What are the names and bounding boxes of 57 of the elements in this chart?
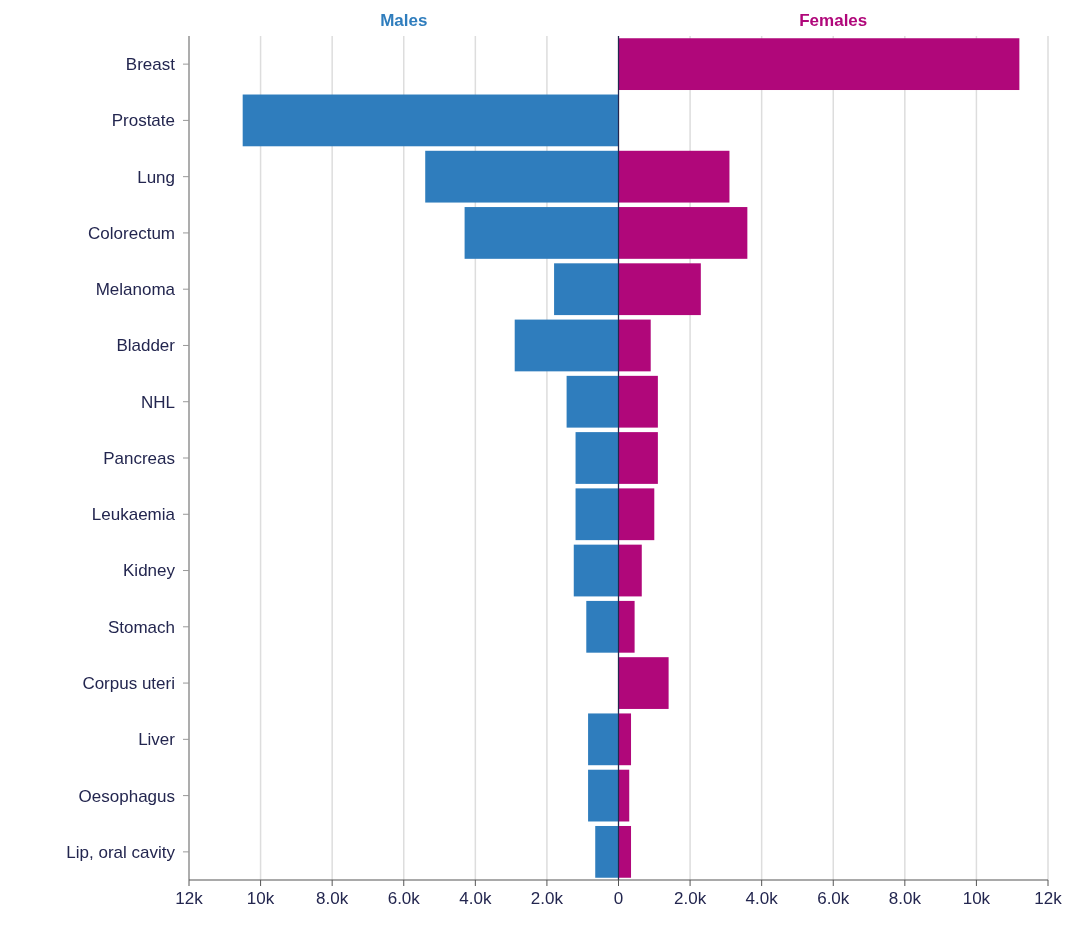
y-tick-label: Melanoma [95, 280, 176, 300]
y-tick-label: Liver [138, 730, 176, 750]
x-tick-label: 2.0k [674, 889, 707, 908]
x-tick-label: 12k [175, 889, 204, 908]
x-tick-label: 10k [246, 889, 275, 908]
y-tick-label: Corpus uteri [82, 674, 175, 694]
y-tick-label: Breast [125, 55, 176, 75]
bar [573, 544, 619, 597]
bar [575, 432, 619, 484]
y-tick-label: Lung [137, 167, 175, 187]
x-tick-label: 6.0k [817, 889, 850, 908]
bar [425, 150, 619, 203]
x-tick-label: 4.0k [459, 889, 492, 908]
y-tick-label: Pancreas [103, 448, 175, 468]
y-tick-label: Leukaemia [91, 505, 176, 525]
x-tick-label: 4.0k [745, 889, 779, 908]
bar [618, 713, 632, 766]
x-tick-label: 6.0k [387, 889, 421, 908]
bar [586, 600, 619, 653]
y-tick-label: NHL [140, 392, 175, 412]
bar [618, 38, 1020, 91]
bar [618, 769, 630, 822]
x-tick-label: 10k [962, 889, 991, 908]
x-tick-label: 8.0k [316, 889, 349, 908]
bar [618, 432, 658, 484]
bar [618, 825, 632, 878]
x-tick-label: 12k [1034, 889, 1063, 908]
bar [595, 825, 619, 878]
x-tick-label: 0 [613, 889, 624, 908]
y-tick-label: Colorectum [88, 223, 175, 243]
bar [464, 207, 619, 259]
bar [588, 713, 619, 766]
bar [618, 544, 642, 597]
y-tick-label: Lip, oral cavity [66, 842, 176, 862]
bar [618, 150, 730, 203]
bar [618, 263, 701, 316]
bar [566, 375, 619, 428]
bar [242, 94, 619, 147]
bar [618, 488, 655, 541]
bar [575, 488, 619, 541]
bar [618, 657, 669, 709]
bar [618, 600, 635, 653]
bar [554, 263, 619, 316]
y-tick-label: Bladder [116, 336, 176, 356]
bar [514, 319, 619, 372]
y-tick-label: Oesophagus [78, 786, 175, 806]
bar [618, 207, 748, 259]
x-tick-label: 8.0k [888, 889, 922, 908]
y-tick-label: Prostate [111, 111, 175, 131]
bar [588, 769, 619, 822]
text: Males [380, 11, 428, 30]
x-tick-label: 2.0k [530, 889, 564, 908]
bar [618, 375, 658, 428]
bar [618, 319, 651, 372]
y-tick-label: Stomach [107, 617, 175, 637]
y-tick-label: Kidney [123, 561, 176, 581]
series-label: Females [799, 11, 868, 30]
